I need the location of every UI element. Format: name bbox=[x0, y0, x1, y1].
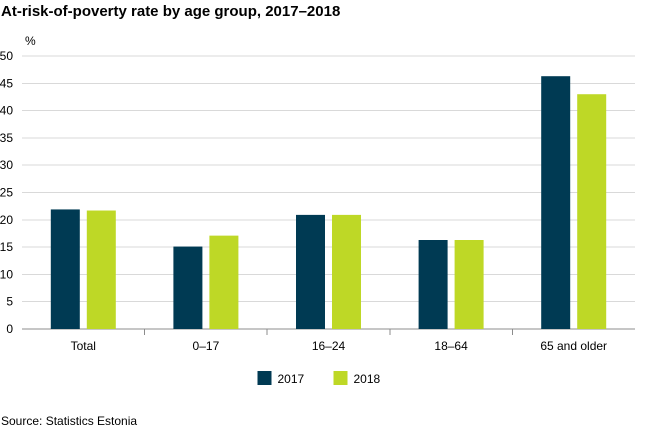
bar-2017-0 bbox=[50, 209, 80, 329]
legend-swatch-2017 bbox=[257, 371, 272, 385]
legend: 2017 2018 bbox=[257, 371, 381, 386]
bars bbox=[50, 76, 607, 330]
legend-label: 2018 bbox=[354, 372, 381, 386]
source-note: Source: Statistics Estonia bbox=[1, 414, 138, 428]
legend-swatch-2018 bbox=[333, 371, 348, 385]
y-axis-unit-label: % bbox=[25, 34, 36, 48]
y-tick-label: 50 bbox=[0, 49, 13, 63]
x-tick-label: Total bbox=[71, 339, 96, 353]
gridlines bbox=[22, 55, 635, 330]
x-tick-label: 18–64 bbox=[434, 339, 468, 353]
y-tick-label: 30 bbox=[0, 158, 13, 172]
y-tick-label: 10 bbox=[0, 267, 13, 281]
y-tick-label: 5 bbox=[6, 295, 13, 309]
bar-2018-1 bbox=[209, 235, 239, 329]
legend-label: 2017 bbox=[278, 372, 305, 386]
x-tick-labels: Total 0–17 16–24 18–64 65 and older bbox=[71, 329, 607, 353]
chart-title: At-risk-of-poverty rate by age group, 20… bbox=[1, 3, 341, 20]
y-tick-label: 35 bbox=[0, 131, 13, 145]
bar-2018-2 bbox=[332, 214, 361, 329]
y-tick-labels: 0 5 10 15 20 25 30 35 40 45 50 bbox=[0, 49, 13, 336]
y-tick-label: 20 bbox=[0, 213, 13, 227]
x-tick-label: 0–17 bbox=[193, 339, 220, 353]
x-tick-label: 65 and older bbox=[540, 339, 607, 353]
y-tick-label: 0 bbox=[6, 322, 13, 336]
bar-2018-0 bbox=[86, 210, 116, 329]
bar-2017-2 bbox=[296, 214, 325, 329]
bar-2017-4 bbox=[541, 76, 571, 330]
y-tick-label: 25 bbox=[0, 186, 13, 200]
bar-2017-1 bbox=[173, 246, 203, 329]
y-tick-label: 40 bbox=[0, 104, 13, 118]
bar-2018-4 bbox=[577, 94, 607, 329]
bar-2017-3 bbox=[418, 240, 448, 329]
x-tick-label: 16–24 bbox=[312, 339, 346, 353]
y-tick-label: 15 bbox=[0, 240, 13, 254]
y-tick-label: 45 bbox=[0, 76, 13, 90]
bar-2018-3 bbox=[454, 240, 484, 329]
